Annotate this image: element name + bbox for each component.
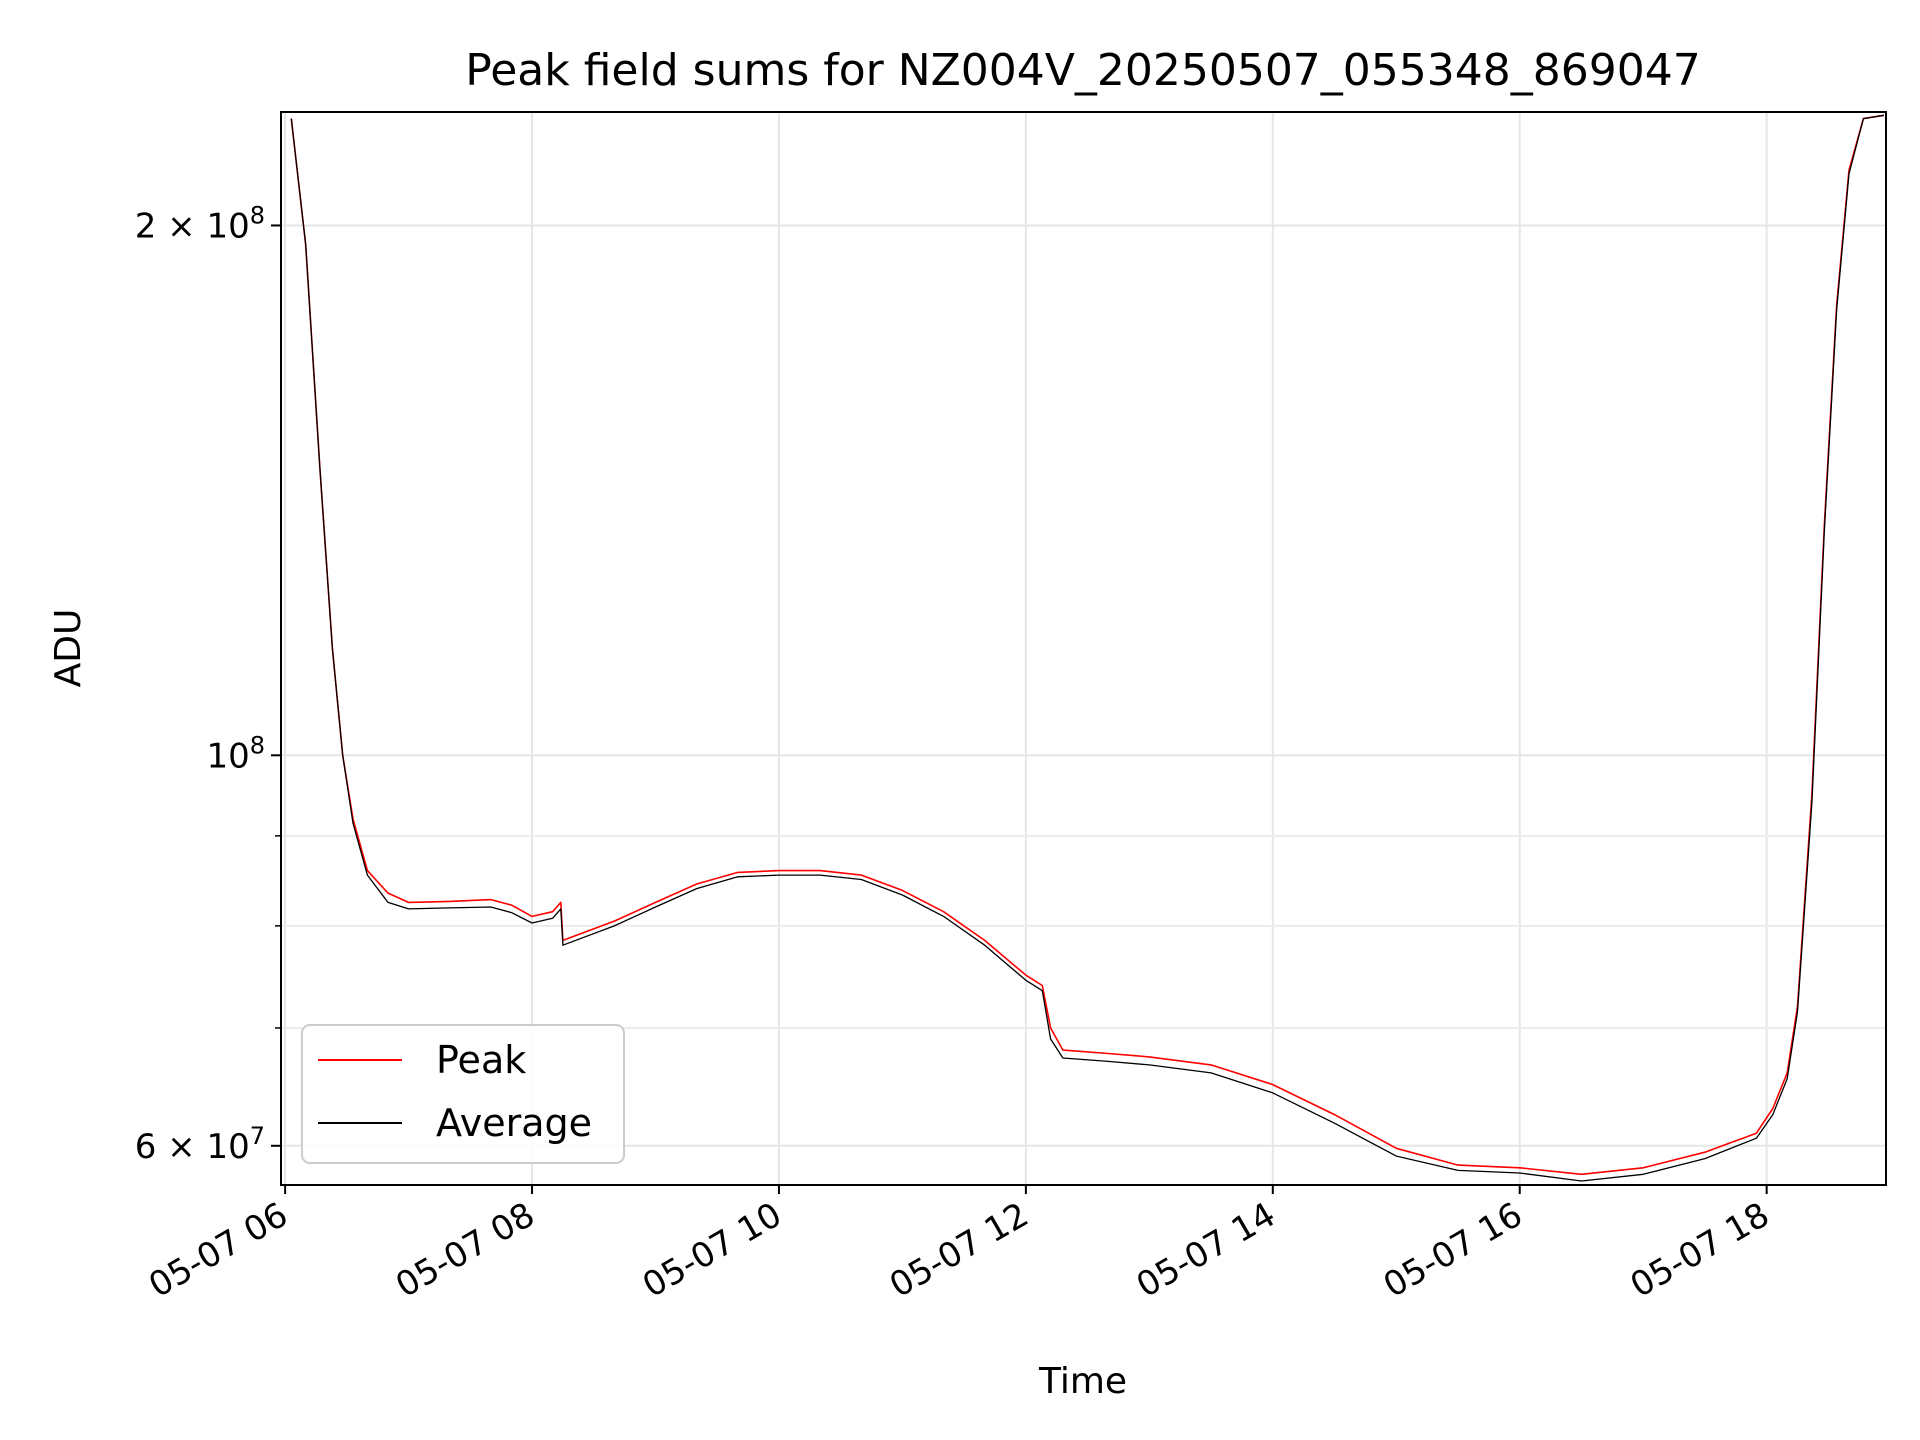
y-tick-label: 108 <box>206 731 265 776</box>
y-tick-label-exponent: 8 <box>250 201 265 229</box>
series-line-average <box>290 114 1885 1182</box>
x-axis-label: Time <box>1038 1361 1127 1402</box>
y-tick-label-exponent: 7 <box>250 1122 265 1150</box>
y-axis-label: ADU <box>48 609 89 688</box>
legend: Peak Average <box>301 1024 625 1164</box>
y-tick-label-base: 10 <box>206 736 249 776</box>
legend-label-average: Average <box>436 1101 592 1145</box>
y-tick-label-exponent: 8 <box>250 731 265 759</box>
y-tick-label: 6 × 107 <box>135 1122 265 1167</box>
y-tick-label-base: 2 × 10 <box>135 206 250 246</box>
plot-frame <box>280 111 1887 1186</box>
legend-label-peak: Peak <box>436 1038 526 1082</box>
series-line-peak <box>290 114 1885 1176</box>
chart-title: Peak field sums for NZ004V_20250507_0553… <box>465 45 1700 96</box>
series-lines <box>290 114 1885 1182</box>
y-tick-label: 2 × 108 <box>135 201 265 246</box>
y-tick-label-base: 6 × 10 <box>135 1127 250 1167</box>
